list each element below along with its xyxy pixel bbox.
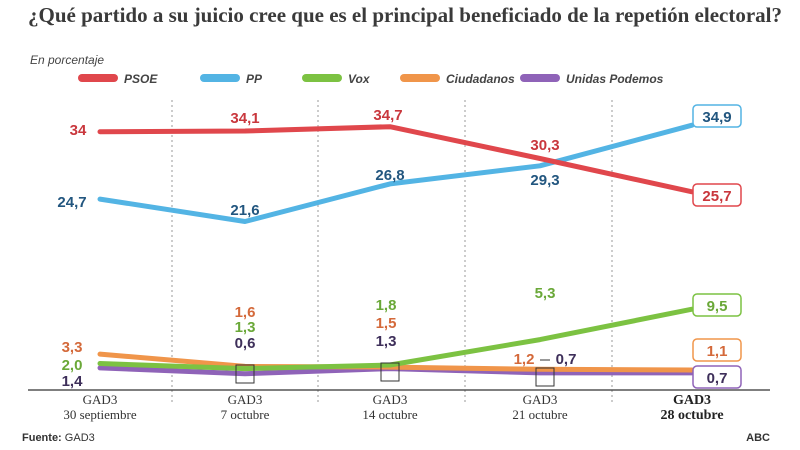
x-tick-label: 28 octubre [660, 408, 723, 423]
x-tick-label: 30 septiembre [63, 407, 137, 422]
data-label-ciudadanos: 1,2 [514, 351, 535, 368]
x-tick-label: GAD3 [228, 392, 263, 407]
x-tick-label: GAD3 [83, 392, 118, 407]
data-label-vox: 1,8 [376, 297, 397, 314]
legend-label-psoe: PSOE [124, 72, 158, 86]
chart-title: ¿Qué partido a su juicio cree que es el … [28, 3, 782, 27]
data-label-vox: 1,3 [235, 319, 256, 336]
end-label-box-ciudadanos [692, 338, 742, 362]
end-label-box-psoe [692, 183, 742, 207]
legend-label-unidas-podemos: Unidas Podemos [566, 72, 664, 86]
legend-label-vox: Vox [348, 72, 371, 86]
series-line-psoe [97, 124, 695, 195]
data-label-unidas-podemos: 0,6 [235, 335, 256, 352]
source-note: Fuente: GAD3 [22, 432, 95, 444]
end-label-box-pp [692, 104, 742, 128]
legend-swatch-psoe [78, 74, 118, 82]
legend-label-pp: PP [246, 72, 263, 86]
data-label-vox: 5,3 [535, 285, 556, 302]
data-label-ciudadanos: 1,6 [235, 304, 256, 321]
series-line-pp [97, 122, 695, 224]
legend-swatch-pp [200, 74, 240, 82]
data-label-vox: 9,5 [707, 298, 728, 315]
data-label-unidas-podemos: 0,7 [556, 351, 577, 368]
legend-swatch-ciudadanos [400, 74, 440, 82]
legend-label-ciudadanos: Ciudadanos [446, 72, 515, 86]
brand-logo: ABC [746, 432, 770, 444]
end-label-box-unidas-podemos [692, 365, 742, 389]
legend-swatch-vox [302, 74, 342, 82]
series-line-vox [97, 306, 695, 372]
data-label-pp: 21,6 [230, 202, 259, 219]
data-label-pp: 34,9 [702, 109, 731, 126]
data-label-ciudadanos: 3,3 [62, 339, 83, 356]
data-label-psoe: 34,7 [373, 107, 402, 124]
end-label-box-vox [692, 293, 742, 317]
data-label-pp: 26,8 [375, 167, 404, 184]
chart-subtitle: En porcentaje [30, 53, 105, 67]
x-tick-label: 21 octubre [512, 407, 567, 422]
data-label-psoe: 25,7 [702, 188, 731, 205]
x-tick-label: GAD3 [373, 392, 408, 407]
data-label-ciudadanos: 1,1 [707, 343, 728, 360]
cluster-marker [535, 367, 555, 387]
data-label-psoe: 34 [70, 122, 87, 139]
data-label-ciudadanos: 1,5 [376, 315, 397, 332]
x-tick-label: GAD3 [523, 392, 558, 407]
x-tick-label: 14 octubre [362, 407, 417, 422]
data-label-psoe: 30,3 [530, 137, 559, 154]
data-label-unidas-podemos: 1,4 [62, 373, 84, 390]
cluster-marker [235, 364, 255, 384]
data-label-vox: 2,0 [62, 357, 83, 374]
x-tick-label: 7 octubre [221, 407, 270, 422]
data-label-pp: 29,3 [530, 172, 559, 189]
x-tick-label: GAD3 [673, 393, 711, 408]
legend-swatch-unidas-podemos [520, 74, 560, 82]
source-label: Fuente: [22, 432, 62, 444]
data-label-unidas-podemos: 1,3 [376, 333, 397, 350]
data-label-unidas-podemos: 0,7 [707, 370, 728, 387]
cluster-marker [380, 362, 400, 382]
source-value: GAD3 [64, 432, 95, 444]
data-label-pp: 24,7 [57, 194, 86, 211]
data-label-psoe: 34,1 [230, 110, 259, 127]
